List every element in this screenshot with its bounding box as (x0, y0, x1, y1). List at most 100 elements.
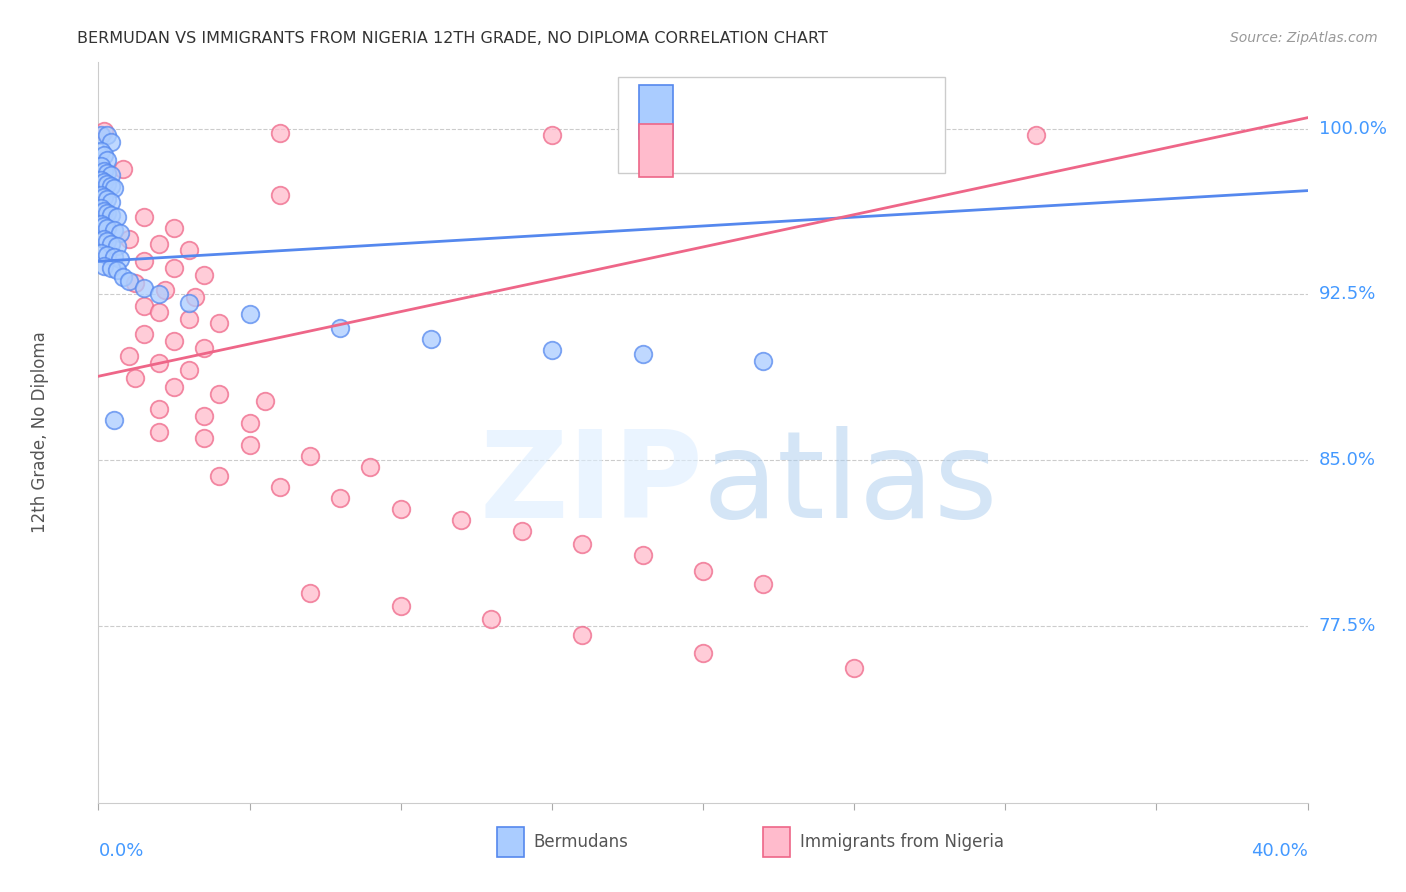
Point (118, 232, 141, 246)
Point (571, 537, 593, 551)
Point (148, 425, 170, 439)
Point (208, 468, 231, 483)
Bar (498, 827, 524, 857)
Point (96, 128, 118, 143)
Text: 0.0%: 0.0% (98, 842, 143, 860)
Point (90, 172, 112, 186)
Text: 85.0%: 85.0% (1319, 451, 1375, 469)
Point (148, 287, 170, 301)
Point (103, 223, 125, 237)
Point (105, 210, 128, 224)
Text: BERMUDAN VS IMMIGRANTS FROM NIGERIA 12TH GRADE, NO DIPLOMA CORRELATION CHART: BERMUDAN VS IMMIGRANTS FROM NIGERIA 12TH… (77, 31, 828, 46)
Point (148, 356, 170, 370)
Point (540, 128, 562, 143)
Text: 0.161: 0.161 (737, 102, 803, 122)
Point (540, 343, 562, 357)
Point (90, 217, 112, 231)
Point (105, 263, 128, 277)
Point (124, 371, 146, 385)
Point (100, 236, 122, 251)
Point (269, 480, 291, 494)
Point (148, 236, 170, 251)
Bar (638, 86, 673, 138)
Point (132, 254, 155, 268)
Point (179, 311, 201, 326)
Point (1024, 128, 1046, 143)
Point (329, 320, 352, 334)
Text: 12th Grade, No Diploma: 12th Grade, No Diploma (31, 332, 49, 533)
Point (420, 332, 443, 346)
Point (692, 646, 714, 660)
Point (132, 327, 155, 342)
Text: N =: N = (800, 141, 856, 160)
Point (389, 501, 412, 516)
Point (631, 549, 654, 563)
Text: Source: ZipAtlas.com: Source: ZipAtlas.com (1230, 31, 1378, 45)
Point (103, 250, 125, 264)
Point (389, 599, 412, 613)
Point (148, 305, 170, 319)
Point (100, 260, 122, 275)
Point (100, 135, 122, 149)
Point (299, 449, 322, 463)
Bar (763, 827, 790, 857)
Point (253, 393, 276, 408)
Point (100, 179, 122, 194)
Point (184, 290, 207, 304)
Point (93, 175, 115, 189)
FancyBboxPatch shape (619, 78, 945, 173)
Point (299, 586, 322, 600)
Point (93, 219, 115, 233)
Point (752, 353, 775, 368)
Point (179, 244, 201, 258)
Point (208, 387, 231, 401)
Point (132, 210, 155, 224)
Text: R =: R = (689, 103, 731, 121)
Point (844, 661, 866, 675)
Point (450, 513, 472, 527)
Point (96, 177, 118, 191)
Point (108, 252, 131, 267)
Point (90, 144, 112, 158)
Point (90, 188, 112, 202)
Point (90, 202, 112, 216)
Point (163, 334, 186, 348)
Point (90, 159, 112, 173)
Point (108, 226, 131, 240)
Point (124, 277, 146, 291)
Text: 40.0%: 40.0% (1251, 842, 1308, 860)
Text: 92.5%: 92.5% (1319, 285, 1376, 303)
Point (239, 307, 262, 321)
Point (571, 628, 593, 642)
Point (105, 239, 128, 253)
Point (193, 341, 215, 355)
Point (360, 459, 382, 474)
Point (93, 148, 115, 162)
Point (96, 153, 118, 167)
Text: 55: 55 (858, 140, 887, 161)
Point (239, 416, 262, 430)
Point (752, 577, 775, 591)
Point (96, 205, 118, 219)
Text: 0.466: 0.466 (737, 140, 803, 161)
Point (118, 274, 141, 288)
Point (692, 564, 714, 578)
Point (153, 283, 176, 297)
Point (631, 347, 654, 361)
Point (100, 208, 122, 222)
Point (329, 491, 352, 505)
Point (179, 296, 201, 310)
Point (163, 380, 186, 394)
Text: 52: 52 (858, 102, 887, 122)
Point (100, 168, 122, 182)
Text: 77.5%: 77.5% (1319, 617, 1376, 635)
Point (96, 248, 118, 262)
Point (148, 402, 170, 417)
Point (239, 438, 262, 452)
Point (93, 259, 115, 273)
Text: R =: R = (689, 141, 731, 160)
Point (208, 316, 231, 330)
Text: ZIP: ZIP (479, 426, 703, 543)
Point (96, 193, 118, 207)
Point (96, 235, 118, 249)
